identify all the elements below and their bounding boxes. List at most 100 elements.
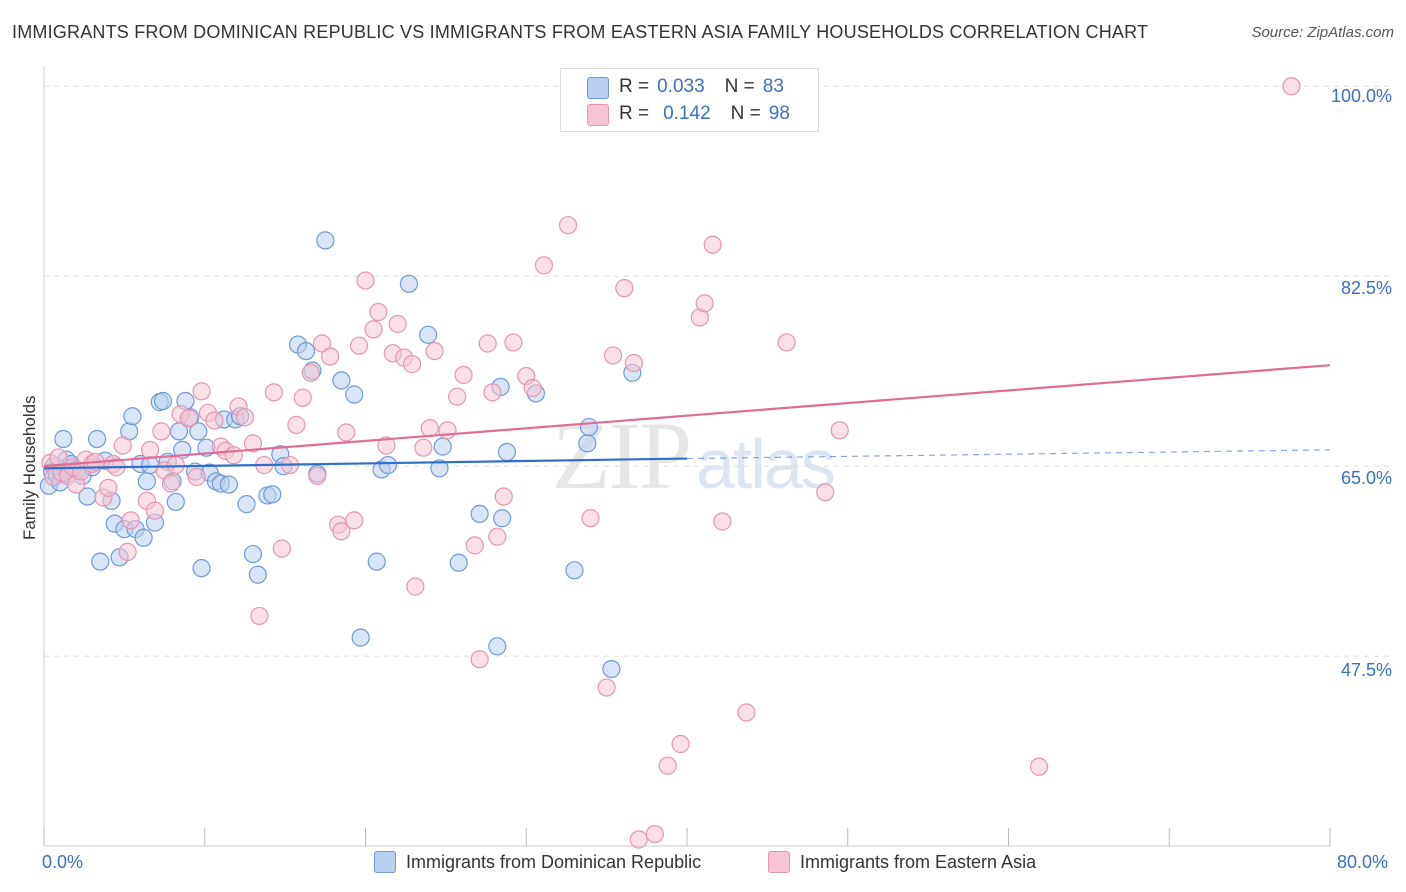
pink-point	[470, 650, 489, 669]
legend-blue-n-label: N =	[724, 76, 755, 97]
pink-point	[534, 256, 554, 275]
blue-point	[189, 422, 208, 441]
pink-point	[816, 483, 835, 502]
pink-point	[337, 423, 356, 442]
pink-point	[205, 411, 224, 430]
legend-bottom-pink-swatch	[768, 851, 790, 873]
blue-point	[134, 528, 153, 547]
y-tick-label-100: 100.0%	[1330, 86, 1392, 106]
pink-point	[581, 509, 600, 528]
blue-point	[433, 437, 452, 456]
pink-point	[438, 421, 457, 440]
blue-point	[493, 509, 512, 528]
pink-point	[624, 353, 644, 373]
blue-point	[367, 552, 386, 571]
legend-bottom-pink: Immigrants from Eastern Asia	[768, 851, 1036, 873]
blue-point	[579, 417, 599, 437]
legend-pink-r-value: 0.142	[663, 103, 711, 124]
pink-point	[377, 436, 396, 455]
pink-point	[99, 478, 118, 497]
blue-trend-line-extension	[686, 449, 1331, 460]
chart-title: IMMIGRANTS FROM DOMINICAN REPUBLIC VS IM…	[12, 22, 1149, 42]
blue-point	[263, 485, 282, 504]
pink-point	[406, 577, 425, 596]
pink-point	[321, 347, 340, 366]
pink-point	[293, 388, 312, 407]
blue-point	[153, 391, 173, 411]
pink-point	[488, 527, 507, 546]
pink-point	[152, 422, 171, 441]
blue-point	[87, 429, 107, 449]
blue-point	[137, 472, 156, 491]
y-tick-label-47-5: 47.5%	[1340, 660, 1392, 680]
pink-point	[187, 467, 206, 487]
legend-pink-n-value: 98	[768, 103, 790, 124]
blue-point	[316, 231, 335, 250]
pink-point	[192, 382, 211, 401]
pink-point	[145, 501, 165, 520]
pink-point	[830, 421, 849, 440]
pink-point	[597, 678, 616, 697]
blue-point	[243, 544, 263, 564]
blue-point	[192, 559, 211, 578]
pink-point	[1282, 77, 1301, 96]
pink-point	[603, 346, 623, 365]
legend-bottom-blue-swatch	[374, 851, 396, 873]
pink-point	[695, 294, 714, 313]
pink-point	[332, 522, 351, 541]
legend-pink-n-label: N =	[730, 103, 761, 124]
blue-point	[345, 385, 364, 404]
pink-point	[49, 448, 68, 467]
pink-point	[494, 487, 513, 506]
blue-point	[378, 455, 398, 475]
blue-point	[470, 504, 489, 523]
x-tick-label-max: 80.0%	[1337, 852, 1389, 872]
pink-point	[504, 333, 523, 352]
pink-point	[465, 536, 484, 555]
blue-point	[602, 659, 621, 679]
pink-point	[713, 512, 732, 531]
y-axis-label: Family Households	[20, 395, 39, 540]
legend-bottom-blue: Immigrants from Dominican Republic	[374, 851, 701, 873]
pink-point	[645, 824, 664, 844]
pink-point	[658, 756, 677, 775]
pink-point	[250, 606, 269, 626]
pink-point	[737, 703, 756, 722]
legend-blue-r-label: R =	[619, 76, 650, 97]
blue-point	[351, 628, 370, 647]
pink-point	[369, 302, 388, 322]
source-label: Source: ZipAtlas.com	[1251, 24, 1394, 41]
pink-point	[425, 341, 444, 361]
pink-point	[140, 440, 160, 459]
blue-point	[578, 434, 597, 453]
blue-point	[488, 637, 507, 656]
pink-point	[777, 333, 796, 352]
blue-point	[419, 325, 438, 344]
pink-point	[272, 539, 292, 558]
legend-bottom-blue-label: Immigrants from Dominican Republic	[406, 851, 702, 872]
pink-point	[121, 511, 140, 530]
pink-point	[179, 409, 198, 428]
blue-point	[497, 442, 517, 462]
legend-blue-row: R = 0.033 N = 83	[619, 74, 784, 100]
pink-point	[301, 363, 320, 382]
legend-bottom-pink-label: Immigrants from Eastern Asia	[800, 851, 1037, 872]
pink-point	[345, 511, 364, 530]
pink-point	[356, 271, 375, 290]
blue-point	[565, 561, 584, 580]
pink-point	[113, 436, 132, 455]
y-tick-label-82-5: 82.5%	[1340, 278, 1392, 298]
pink-point	[629, 830, 648, 849]
pink-point	[235, 408, 255, 427]
blue-point	[296, 341, 316, 361]
blue-point	[332, 371, 351, 390]
blue-point	[248, 565, 267, 584]
blue-trend-line	[43, 457, 688, 470]
pink-point	[312, 334, 332, 353]
blue-point	[449, 553, 468, 572]
pink-point	[1029, 757, 1049, 776]
pink-point	[414, 438, 433, 457]
pink-point	[118, 542, 137, 561]
pink-point	[287, 415, 306, 434]
pink-point	[420, 419, 439, 438]
